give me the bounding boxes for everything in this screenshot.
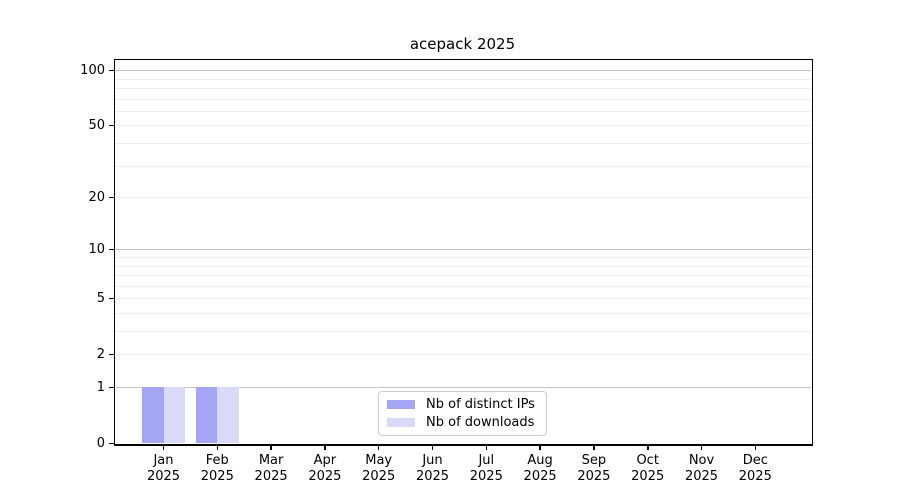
x-tick-month: Sep bbox=[581, 453, 607, 468]
legend-item: Nb of downloads bbox=[387, 415, 537, 430]
x-tick bbox=[377, 445, 380, 450]
x-tick-year: 2025 bbox=[684, 469, 719, 484]
y-tick bbox=[109, 196, 114, 199]
chart-title: acepack 2025 bbox=[409, 35, 516, 53]
y-tick bbox=[109, 297, 114, 300]
minor-gridline bbox=[114, 298, 811, 300]
x-tick-year: 2025 bbox=[308, 469, 342, 484]
x-tick-label: Jan 2025 bbox=[134, 453, 194, 485]
x-tick bbox=[270, 445, 272, 450]
minor-gridline bbox=[114, 98, 811, 100]
bar-distinct-ips bbox=[142, 387, 164, 443]
legend-item: Nb of distinct IPs bbox=[387, 397, 537, 412]
x-tick-month: Feb bbox=[205, 453, 229, 468]
x-tick bbox=[431, 445, 434, 450]
y-tick-label: 5 bbox=[96, 290, 105, 306]
plot-area bbox=[114, 59, 813, 446]
x-tick-month: Jan bbox=[153, 453, 174, 468]
x-tick-year: 2025 bbox=[738, 469, 772, 484]
x-tick bbox=[593, 445, 595, 450]
major-gridline bbox=[114, 387, 811, 388]
legend-swatch-downloads bbox=[387, 418, 415, 427]
y-tick-label: 10 bbox=[88, 241, 105, 257]
bar-distinct-ips bbox=[195, 387, 218, 443]
minor-gridline bbox=[114, 197, 811, 199]
x-tick-label: Dec 2025 bbox=[725, 453, 785, 485]
y-tick-label: 100 bbox=[80, 62, 105, 78]
x-tick-year: 2025 bbox=[577, 469, 611, 484]
x-tick-month: Aug bbox=[527, 453, 553, 468]
x-tick-label: Jul 2025 bbox=[456, 453, 516, 485]
x-tick-year: 2025 bbox=[254, 469, 288, 484]
y-tick bbox=[109, 248, 114, 251]
minor-gridline bbox=[114, 275, 811, 276]
x-tick-month: Jun bbox=[422, 453, 443, 468]
x-tick-month: Jul bbox=[478, 453, 495, 468]
x-tick bbox=[700, 445, 703, 450]
x-tick-label: Jun 2025 bbox=[403, 453, 463, 485]
legend-label: Nb of downloads bbox=[426, 415, 535, 430]
legend: Nb of distinct IPs Nb of downloads bbox=[378, 391, 547, 436]
x-tick-month: Nov bbox=[688, 453, 715, 468]
y-tick bbox=[109, 386, 114, 388]
y-tick-label: 50 bbox=[88, 117, 105, 133]
minor-gridline bbox=[114, 285, 811, 287]
y-tick bbox=[109, 353, 114, 356]
x-tick-month: May bbox=[365, 453, 393, 468]
minor-gridline bbox=[114, 265, 811, 267]
minor-gridline bbox=[114, 110, 811, 112]
x-tick-year: 2025 bbox=[523, 469, 557, 484]
x-tick-month: Dec bbox=[742, 453, 768, 468]
x-tick-label: Feb 2025 bbox=[187, 453, 247, 485]
minor-gridline bbox=[114, 331, 811, 332]
y-tick bbox=[109, 442, 114, 444]
bar-downloads bbox=[217, 387, 239, 443]
x-tick-label: Aug 2025 bbox=[510, 453, 570, 485]
minor-gridline bbox=[114, 165, 811, 167]
x-tick bbox=[216, 445, 219, 450]
y-tick-label: 2 bbox=[96, 346, 105, 362]
x-tick-month: Apr bbox=[313, 453, 337, 468]
x-tick bbox=[485, 445, 487, 450]
x-tick-label: Nov 2025 bbox=[672, 453, 732, 485]
minor-gridline bbox=[114, 78, 811, 80]
legend-swatch-distinct-ips bbox=[387, 400, 415, 409]
y-tick-label: 1 bbox=[96, 379, 105, 395]
x-tick-year: 2025 bbox=[415, 469, 450, 484]
x-tick-year: 2025 bbox=[146, 469, 181, 484]
x-tick-label: Sep 2025 bbox=[564, 453, 624, 485]
x-tick-label: Mar 2025 bbox=[241, 453, 301, 485]
x-tick-year: 2025 bbox=[200, 469, 234, 484]
x-tick bbox=[539, 445, 541, 450]
x-tick bbox=[754, 445, 756, 450]
x-tick-label: Apr 2025 bbox=[295, 453, 355, 485]
x-tick-year: 2025 bbox=[469, 469, 503, 484]
y-tick bbox=[109, 69, 114, 72]
x-tick-year: 2025 bbox=[631, 469, 665, 484]
minor-gridline bbox=[114, 143, 811, 144]
x-tick-month: Mar bbox=[258, 453, 284, 468]
minor-gridline bbox=[114, 354, 811, 356]
y-tick bbox=[109, 124, 114, 127]
x-tick bbox=[647, 445, 649, 450]
x-tick-month: Oct bbox=[636, 453, 659, 468]
bar-downloads bbox=[163, 387, 185, 443]
minor-gridline bbox=[114, 257, 811, 258]
minor-gridline bbox=[114, 88, 811, 89]
legend-label: Nb of distinct IPs bbox=[426, 397, 535, 412]
x-tick-label: May 2025 bbox=[349, 453, 409, 485]
x-tick bbox=[162, 445, 165, 450]
major-gridline bbox=[114, 70, 811, 72]
minor-gridline bbox=[114, 125, 811, 127]
y-tick-label: 20 bbox=[88, 189, 105, 205]
major-gridline bbox=[114, 249, 811, 251]
y-tick-label: 0 bbox=[96, 435, 105, 451]
x-tick bbox=[324, 445, 326, 450]
minor-gridline bbox=[114, 313, 811, 314]
x-tick-year: 2025 bbox=[362, 469, 396, 484]
x-tick-label: Oct 2025 bbox=[618, 453, 678, 485]
